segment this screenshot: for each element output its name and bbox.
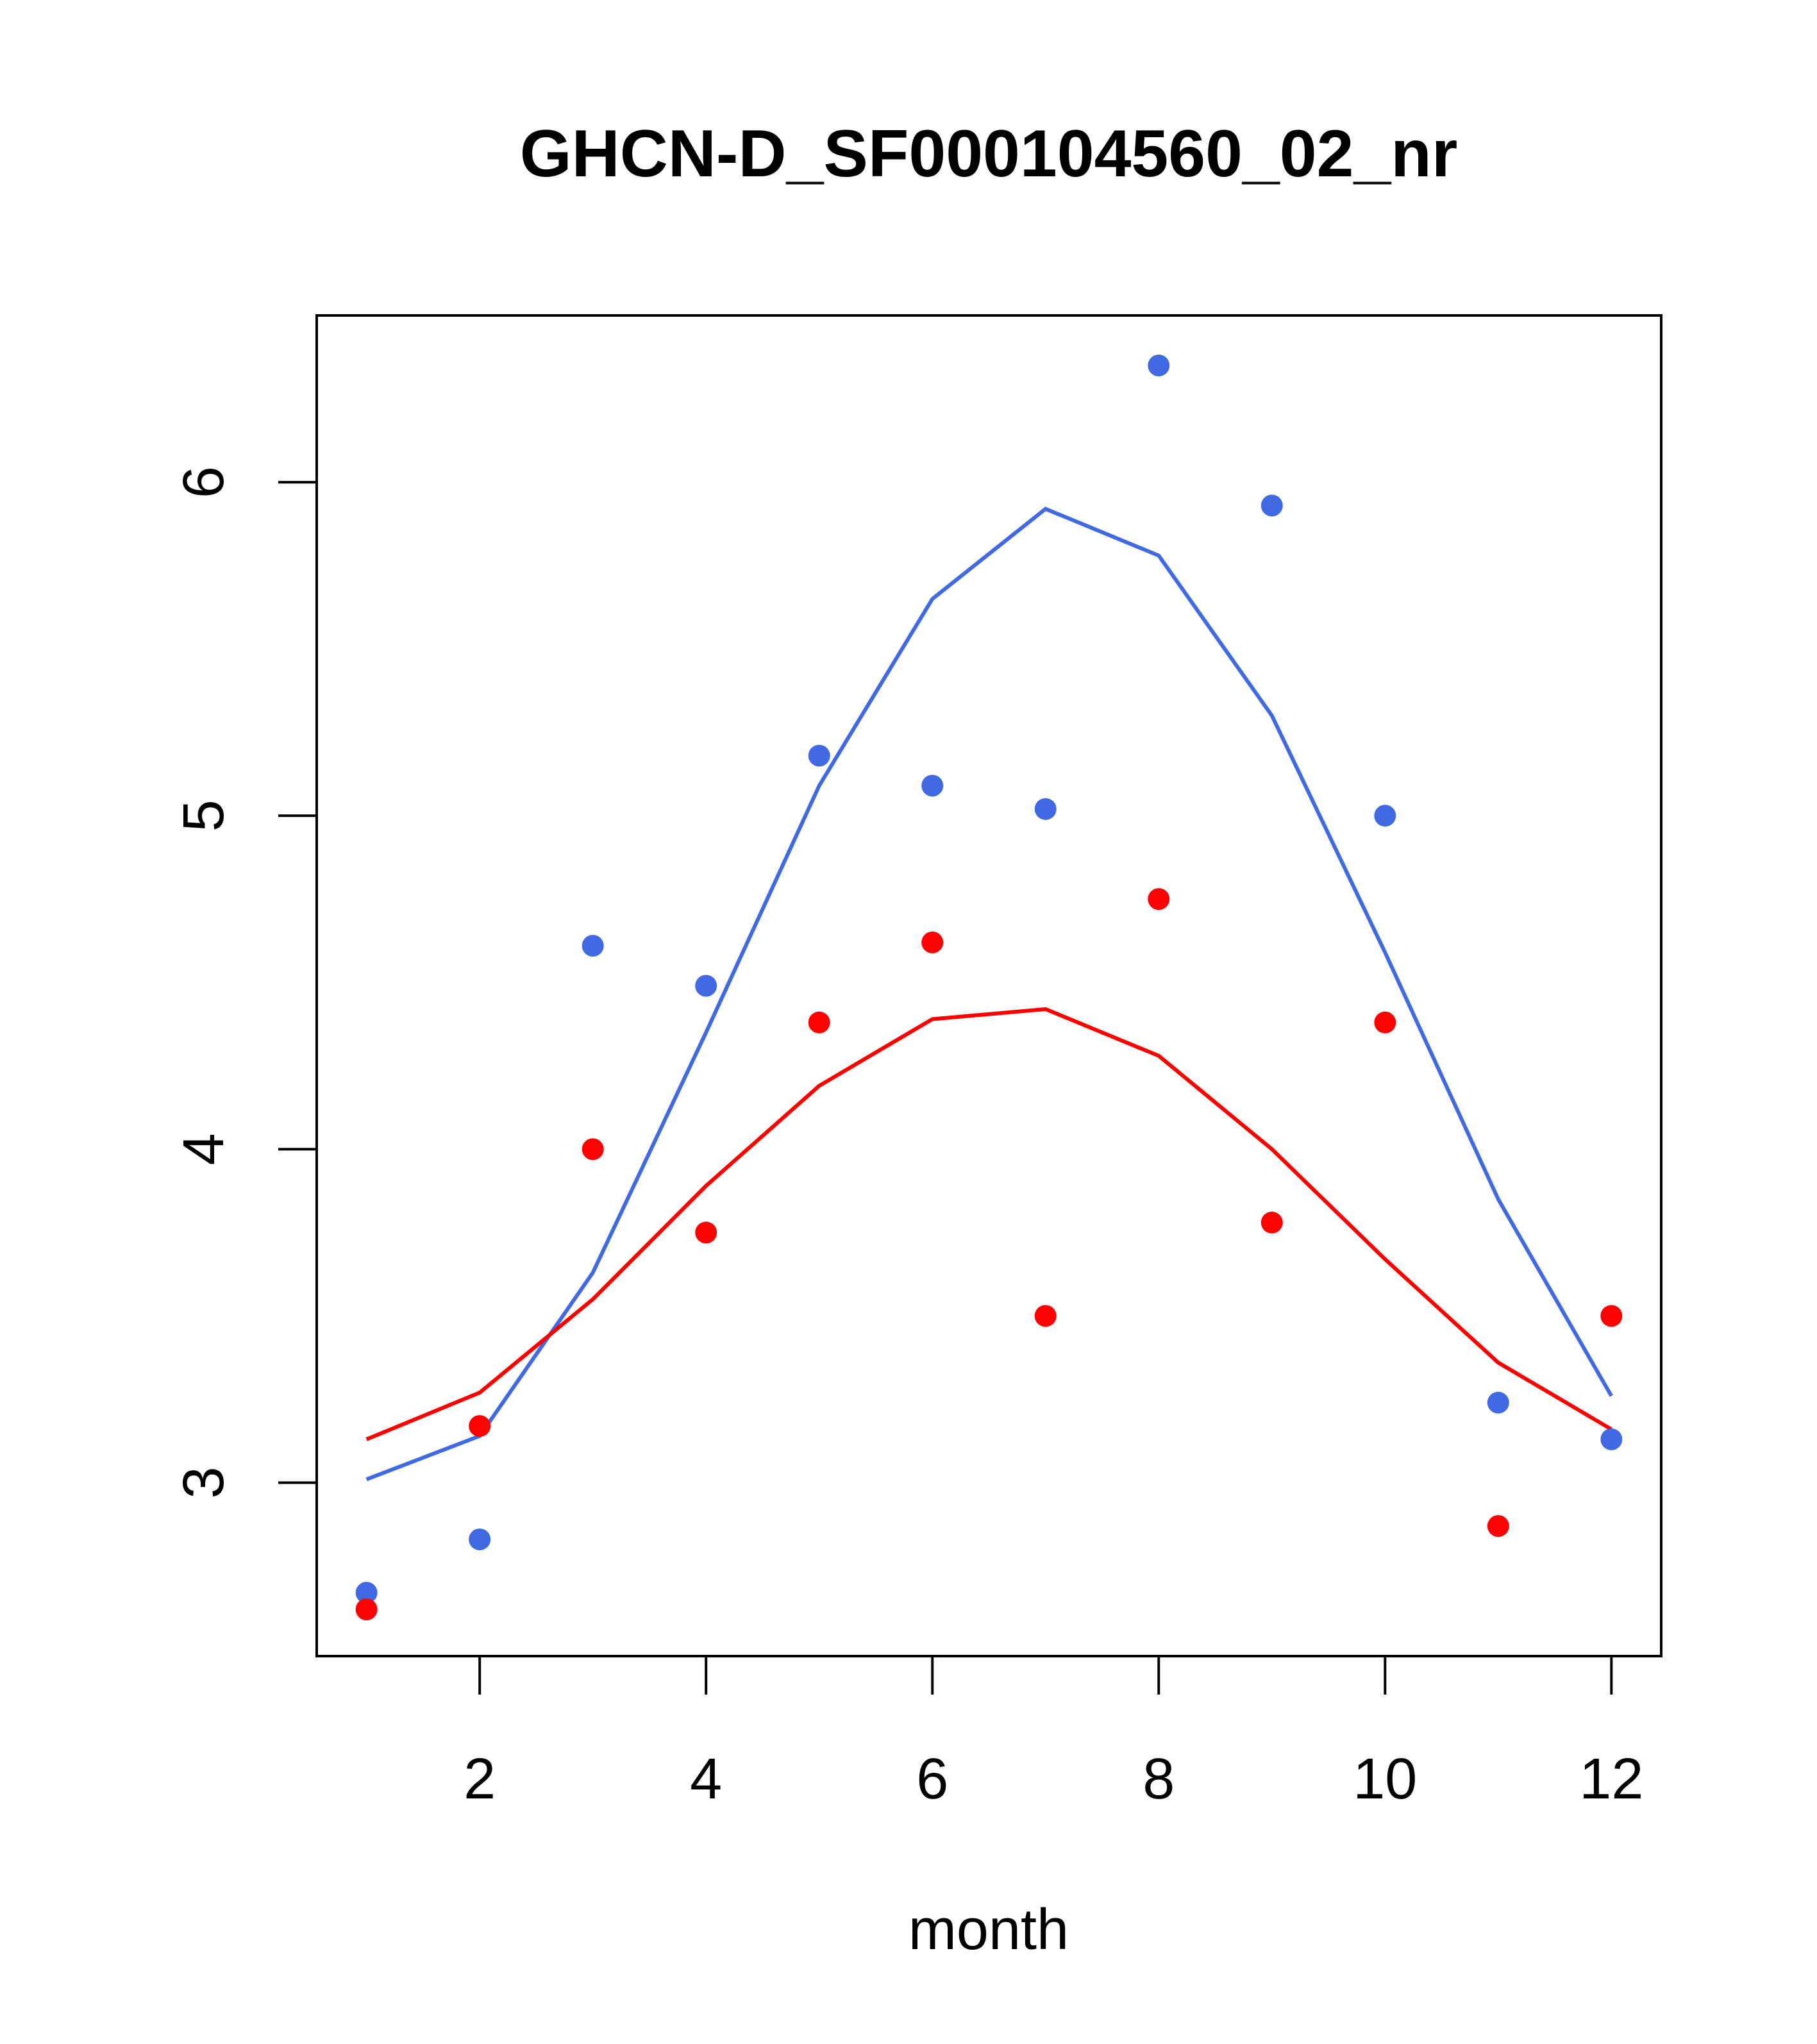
x-tick-label: 6 xyxy=(916,1747,948,1811)
series-points xyxy=(355,355,1623,1621)
red-points-point xyxy=(695,1221,717,1244)
red-points-point xyxy=(1260,1211,1283,1234)
y-tick-label: 6 xyxy=(172,466,236,498)
x-tick-label: 8 xyxy=(1143,1747,1175,1811)
blue-points-point xyxy=(1260,494,1283,517)
red-points-point xyxy=(921,931,944,953)
red-points-point xyxy=(355,1598,378,1621)
blue-points-point xyxy=(1034,798,1057,820)
x-tick-label: 10 xyxy=(1353,1747,1417,1811)
red-points-point xyxy=(1374,1011,1396,1034)
blue-points-point xyxy=(1487,1391,1509,1414)
y-tick-label: 5 xyxy=(172,800,236,832)
blue-points-point xyxy=(1148,355,1170,377)
red-points-point xyxy=(469,1415,491,1437)
y-axis: 3 4 5 6 xyxy=(172,466,318,1499)
blue-points-point xyxy=(1374,805,1396,827)
y-tick-label: 3 xyxy=(172,1466,236,1498)
blue-points-point xyxy=(695,975,717,997)
x-tick-label: 4 xyxy=(690,1747,722,1811)
blue-points-point xyxy=(469,1528,491,1550)
red-points-point xyxy=(582,1138,604,1160)
blue-line xyxy=(365,507,1613,1482)
x-axis-label: month xyxy=(908,1898,1069,1962)
blue-points-point xyxy=(921,775,944,797)
y-tick-label: 4 xyxy=(172,1133,236,1165)
blue-points-point xyxy=(1600,1428,1623,1450)
x-tick-label: 12 xyxy=(1579,1747,1643,1811)
plot-frame xyxy=(315,314,1662,1657)
x-axis: 2 4 6 8 10 12 xyxy=(464,1655,1643,1811)
series-lines xyxy=(365,507,1613,1482)
x-tick-label: 2 xyxy=(464,1747,496,1811)
red-points-point xyxy=(1487,1515,1509,1537)
red-points-point xyxy=(808,1011,830,1034)
red-points-point xyxy=(1600,1305,1623,1327)
red-line xyxy=(365,1007,1612,1441)
blue-points-point xyxy=(582,935,604,957)
red-points-point xyxy=(1034,1305,1057,1327)
red-points-point xyxy=(1148,888,1170,910)
chart-title: GHCN-D_SF000104560_02_nr xyxy=(520,117,1458,191)
blue-points-point xyxy=(355,1582,378,1604)
blue-points-point xyxy=(808,744,830,767)
